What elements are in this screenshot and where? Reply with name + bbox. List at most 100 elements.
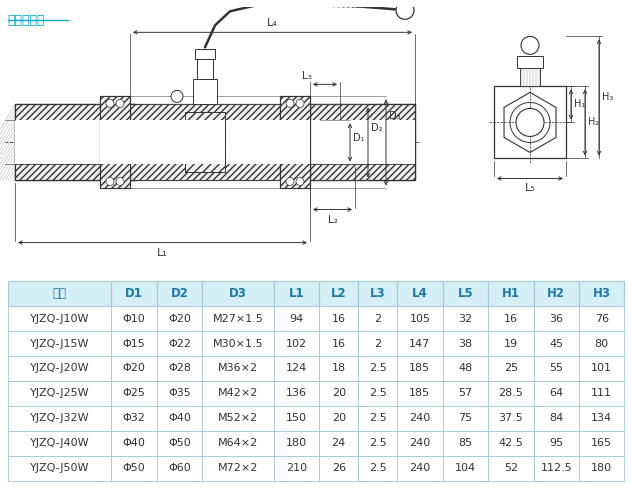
Text: 180: 180 — [591, 463, 612, 473]
Text: 25: 25 — [504, 363, 518, 374]
Text: YJZQ-J20W: YJZQ-J20W — [30, 363, 89, 374]
Bar — [319, 456, 358, 481]
Circle shape — [286, 177, 294, 186]
Bar — [442, 281, 488, 306]
Text: 180: 180 — [286, 438, 307, 448]
Text: 24: 24 — [332, 438, 346, 448]
Text: D₁: D₁ — [353, 133, 365, 144]
Bar — [157, 456, 202, 481]
Text: 94: 94 — [289, 314, 303, 324]
Text: Φ50: Φ50 — [168, 438, 191, 448]
Text: L₂: L₂ — [327, 214, 337, 225]
Text: 32: 32 — [458, 314, 472, 324]
Bar — [8, 306, 111, 331]
Text: H₃: H₃ — [602, 93, 614, 102]
Bar — [202, 406, 274, 431]
Bar — [274, 306, 319, 331]
Circle shape — [521, 37, 539, 55]
Bar — [274, 431, 319, 456]
Text: L₄: L₄ — [267, 19, 278, 28]
Bar — [15, 120, 135, 165]
Bar — [488, 281, 533, 306]
Text: 240: 240 — [410, 438, 430, 448]
Bar — [310, 104, 415, 181]
Text: 104: 104 — [455, 463, 476, 473]
Bar — [494, 86, 566, 158]
Bar — [319, 306, 358, 331]
Bar — [397, 406, 442, 431]
Text: Φ25: Φ25 — [123, 389, 145, 398]
Text: 42.5: 42.5 — [499, 438, 523, 448]
Bar — [488, 331, 533, 356]
Bar — [15, 104, 135, 181]
Bar — [533, 381, 579, 406]
Bar — [157, 431, 202, 456]
Bar — [358, 431, 397, 456]
Circle shape — [296, 99, 304, 108]
Bar — [397, 381, 442, 406]
Bar — [319, 406, 358, 431]
Bar — [111, 356, 157, 381]
Bar — [274, 281, 319, 306]
Bar — [274, 381, 319, 406]
Bar — [579, 306, 624, 331]
Bar — [442, 331, 488, 356]
Text: Φ28: Φ28 — [168, 363, 191, 374]
Bar — [442, 431, 488, 456]
Circle shape — [296, 177, 304, 186]
Bar — [310, 120, 415, 165]
Text: 210: 210 — [286, 463, 307, 473]
Text: 136: 136 — [286, 389, 307, 398]
Text: L₁: L₁ — [157, 247, 168, 258]
Text: 105: 105 — [410, 314, 430, 324]
Bar — [111, 306, 157, 331]
Text: 75: 75 — [458, 413, 472, 423]
Text: 101: 101 — [591, 363, 612, 374]
Text: Φ20: Φ20 — [168, 314, 191, 324]
Bar — [202, 431, 274, 456]
Bar — [111, 281, 157, 306]
Bar — [157, 406, 202, 431]
Bar — [358, 281, 397, 306]
Circle shape — [516, 109, 544, 136]
Text: 28.5: 28.5 — [499, 389, 523, 398]
Bar — [157, 281, 202, 306]
Text: 16: 16 — [332, 338, 346, 349]
Bar — [442, 356, 488, 381]
Text: 型号: 型号 — [52, 287, 66, 300]
Bar — [442, 306, 488, 331]
Bar — [100, 96, 130, 188]
Bar — [202, 306, 274, 331]
Text: 76: 76 — [595, 314, 609, 324]
Text: 2.5: 2.5 — [369, 413, 387, 423]
Bar — [157, 356, 202, 381]
Text: H₁: H₁ — [574, 99, 585, 110]
Bar — [579, 331, 624, 356]
Circle shape — [286, 99, 294, 108]
Text: L5: L5 — [458, 287, 473, 300]
Bar — [185, 112, 225, 172]
Bar — [358, 356, 397, 381]
Text: 16: 16 — [504, 314, 518, 324]
Bar — [319, 431, 358, 456]
Bar — [488, 356, 533, 381]
Bar — [185, 112, 225, 172]
Bar — [8, 406, 111, 431]
Text: L₃: L₃ — [302, 72, 312, 81]
Text: 240: 240 — [410, 463, 430, 473]
Text: L₅: L₅ — [525, 184, 535, 193]
Text: Φ15: Φ15 — [123, 338, 145, 349]
Bar — [274, 356, 319, 381]
Text: Φ60: Φ60 — [168, 463, 191, 473]
Text: Φ22: Φ22 — [168, 338, 191, 349]
Bar — [358, 406, 397, 431]
Circle shape — [116, 177, 124, 186]
Bar — [130, 104, 280, 181]
Bar — [8, 431, 111, 456]
Bar — [197, 59, 213, 79]
Bar — [397, 281, 442, 306]
Circle shape — [396, 1, 414, 19]
Bar — [319, 331, 358, 356]
Text: M64×2: M64×2 — [218, 438, 258, 448]
Bar — [488, 381, 533, 406]
